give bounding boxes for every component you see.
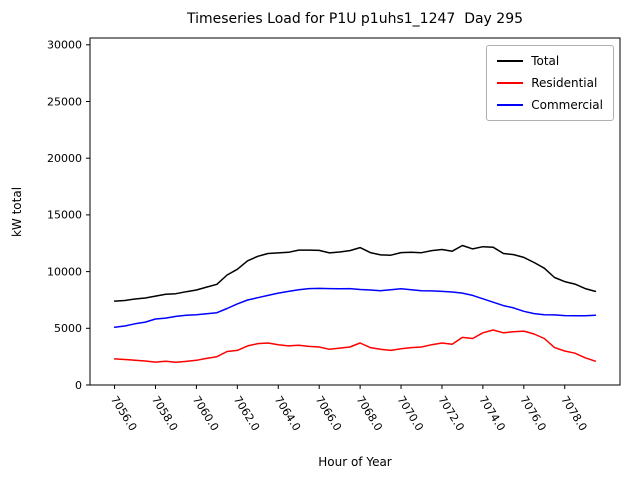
- y-tick-label: 10000: [47, 265, 82, 278]
- legend-item-residential: Residential: [497, 76, 603, 90]
- series-line-total: [113, 244, 597, 302]
- x-tick-label: 7070.0: [394, 394, 425, 434]
- legend-item-total: Total: [497, 54, 603, 68]
- legend-label-total: Total: [531, 54, 560, 68]
- legend-swatch-residential: [497, 82, 524, 84]
- y-tick-label: 0: [75, 379, 82, 392]
- x-tick-label: 7058.0: [149, 394, 180, 434]
- y-tick-label: 5000: [54, 322, 82, 335]
- x-tick-label: 7066.0: [313, 394, 344, 434]
- legend-label-commercial: Commercial: [531, 98, 603, 112]
- x-axis-label: Hour of Year: [318, 455, 392, 469]
- y-tick-label: 30000: [47, 39, 82, 52]
- series-line-commercial: [113, 287, 597, 328]
- legend-swatch-commercial: [497, 104, 524, 106]
- y-tick-label: 15000: [47, 209, 82, 222]
- y-axis-label: kW total: [10, 186, 24, 238]
- x-tick-label: 7060.0: [190, 394, 221, 434]
- x-tick-label: 7078.0: [558, 394, 589, 434]
- x-tick-label: 7062.0: [231, 394, 262, 434]
- legend-label-residential: Residential: [531, 76, 598, 90]
- legend-item-commercial: Commercial: [497, 98, 603, 112]
- y-tick-label: 20000: [47, 152, 82, 165]
- x-tick-label: 7056.0: [108, 394, 139, 434]
- plot-frame: [89, 37, 621, 386]
- x-tick-label: 7064.0: [272, 394, 303, 434]
- x-tick-label: 7072.0: [435, 394, 466, 434]
- chart-title: Timeseries Load for P1U p1uhs1_1247 Day …: [186, 11, 524, 27]
- legend-swatch-total: [497, 60, 524, 62]
- legend: Total Residential Commercial: [486, 45, 614, 121]
- x-tick-label: 7068.0: [354, 394, 385, 434]
- y-tick-label: 25000: [47, 95, 82, 108]
- x-tick-label: 7074.0: [476, 394, 507, 434]
- series-line-residential: [113, 329, 597, 364]
- x-tick-label: 7076.0: [517, 394, 548, 434]
